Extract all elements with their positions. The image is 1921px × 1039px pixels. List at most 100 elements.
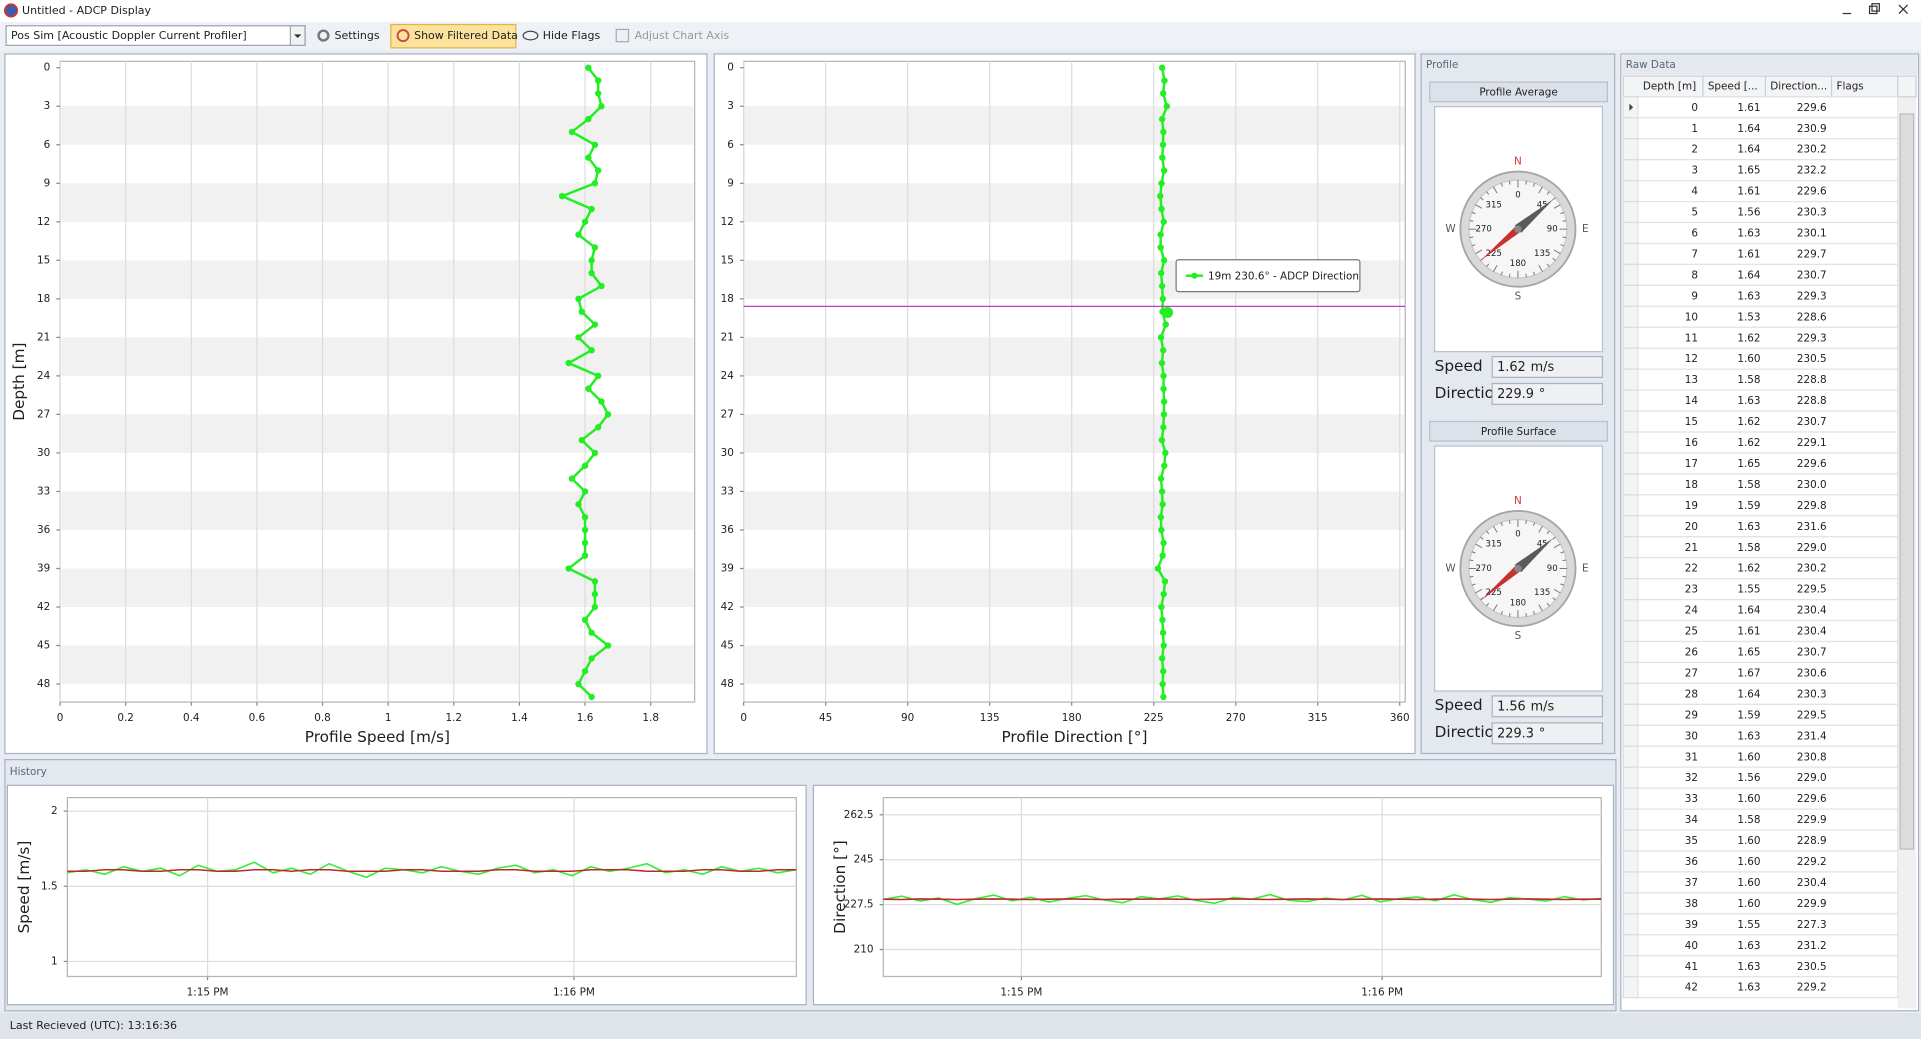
grid-band: [744, 645, 1404, 685]
table-cell: 23: [1685, 584, 1698, 596]
table-row[interactable]: 33 1.60 229.6: [1622, 787, 1899, 810]
grid-band: [744, 414, 1404, 453]
data-point: [568, 475, 576, 482]
table-cell: 229.9: [1797, 814, 1827, 826]
x-tick-label: 90: [901, 712, 914, 724]
data-point: [598, 398, 605, 405]
compass-cardinal: S: [1515, 291, 1522, 303]
table-row[interactable]: 21 1.58 229.0: [1622, 536, 1899, 559]
data-point: [1158, 269, 1165, 277]
table-row[interactable]: 15 1.62 230.7: [1622, 410, 1899, 433]
table-row[interactable]: 24 1.64 230.4: [1622, 599, 1899, 622]
table-row[interactable]: 6 1.63 230.1: [1622, 221, 1899, 245]
adjust-axis-button[interactable]: Adjust Chart Axis: [635, 29, 730, 42]
table-row[interactable]: 1 1.64 230.9: [1622, 117, 1899, 140]
table-row[interactable]: 42 1.63 229.2: [1622, 976, 1899, 999]
row-indicator: [1622, 347, 1639, 370]
compass-tick: [1538, 186, 1543, 194]
table-row[interactable]: 36 1.60 229.2: [1622, 850, 1899, 873]
row-indicator: [1622, 515, 1639, 538]
data-point: [1159, 154, 1166, 161]
y-tick-label: 27: [721, 408, 734, 420]
table-cell: 229.5: [1797, 584, 1827, 596]
table-cell: 20: [1685, 521, 1698, 533]
data-point: [585, 154, 592, 161]
table-row[interactable]: 9 1.63 229.3: [1622, 284, 1899, 307]
table-row[interactable]: 13 1.58 228.8: [1622, 368, 1899, 391]
filtered-button-bg[interactable]: [390, 23, 517, 49]
table-row[interactable]: 34 1.58 229.9: [1622, 808, 1899, 831]
table-row[interactable]: 5 1.56 230.3: [1622, 200, 1899, 224]
table-row[interactable]: 22 1.62 230.2: [1622, 557, 1899, 580]
table-row[interactable]: 29 1.59 229.5: [1622, 703, 1899, 726]
data-point: [1157, 192, 1164, 200]
app-icon: [3, 3, 19, 18]
widget-header: [1429, 420, 1608, 442]
table-row[interactable]: 39 1.55 227.3: [1622, 913, 1899, 936]
flags-icon: [522, 30, 539, 41]
y-tick-label: 12: [37, 216, 50, 228]
compass-degree: 315: [1486, 200, 1502, 210]
table-cell: 1.67: [1737, 667, 1760, 679]
table-row[interactable]: 19 1.59 229.8: [1622, 494, 1899, 517]
table-row[interactable]: 3 1.65 232.2: [1622, 159, 1899, 182]
table-cell: 1.58: [1737, 814, 1760, 826]
data-point: [588, 347, 595, 354]
table-row[interactable]: 23 1.55 229.5: [1622, 578, 1899, 601]
data-point: [1160, 590, 1167, 598]
table-row[interactable]: 40 1.63 231.2: [1622, 934, 1899, 957]
table-row[interactable]: 7 1.61 229.7: [1622, 242, 1899, 266]
compass-degree: 90: [1547, 564, 1558, 574]
table-cell: 35: [1685, 835, 1698, 847]
y-tick-label: 3: [727, 100, 734, 112]
hide-flags-button[interactable]: Hide Flags: [543, 29, 601, 42]
row-bg: [1637, 955, 1899, 978]
table-cell: 1: [1691, 123, 1698, 135]
x-tick-label: 0: [740, 712, 747, 724]
x-tick-label: 1.4: [511, 712, 528, 724]
row-bg: [1637, 871, 1899, 894]
table-row[interactable]: 28 1.64 230.3: [1622, 682, 1899, 705]
table-row[interactable]: 14 1.63 228.8: [1622, 389, 1899, 412]
row-indicator: [1622, 745, 1639, 768]
compass-tick: [1552, 536, 1556, 540]
table-row[interactable]: 27 1.67 230.6: [1622, 661, 1899, 685]
table-row[interactable]: 35 1.60 228.9: [1622, 829, 1899, 852]
table-cell: 1.61: [1737, 186, 1760, 198]
compass-tick: [1493, 264, 1498, 272]
data-point: [1161, 462, 1168, 469]
window-controls[interactable]: [1842, 3, 1908, 15]
data-point: [581, 513, 589, 521]
settings-button[interactable]: Settings: [334, 29, 379, 42]
table-row[interactable]: 8 1.64 230.7: [1622, 263, 1899, 286]
table-row[interactable]: 18 1.58 230.0: [1622, 473, 1899, 496]
table-row[interactable]: 38 1.60 229.9: [1622, 892, 1899, 915]
table-cell: 1.61: [1737, 626, 1760, 638]
filtered-button[interactable]: Show Filtered Data: [414, 29, 518, 42]
table-row[interactable]: 2 1.64 230.2: [1622, 138, 1899, 161]
table-row[interactable]: 11 1.62 229.3: [1622, 326, 1899, 349]
table-row[interactable]: 37 1.60 230.4: [1622, 871, 1899, 894]
compass-tick: [1552, 197, 1556, 201]
table-row[interactable]: 17 1.65 229.6: [1622, 452, 1899, 475]
table-row[interactable]: 25 1.61 230.4: [1622, 619, 1899, 643]
row-bg: [1637, 117, 1899, 140]
data-point: [598, 103, 605, 110]
table-row[interactable]: 4 1.61 229.6: [1622, 180, 1899, 203]
table-row[interactable]: 30 1.63 231.4: [1622, 724, 1899, 747]
table-row[interactable]: 41 1.63 230.5: [1622, 955, 1899, 978]
scroll-thumb[interactable]: [1899, 113, 1915, 850]
table-row[interactable]: 12 1.60 230.5: [1622, 347, 1899, 370]
table-cell: 4: [1691, 186, 1698, 198]
table-row[interactable]: 20 1.63 231.6: [1622, 515, 1899, 538]
compass-tick: [1486, 263, 1490, 267]
table-row[interactable]: 16 1.62 229.1: [1622, 431, 1899, 454]
table-row[interactable]: 31 1.60 230.8: [1622, 745, 1899, 768]
table-row[interactable]: 32 1.56 229.0: [1622, 766, 1899, 789]
data-point: [1160, 167, 1168, 174]
table-row[interactable]: 26 1.65 230.7: [1622, 640, 1899, 664]
table-row[interactable]: 10 1.53 228.6: [1622, 305, 1899, 328]
table-row[interactable]: 0 1.61 229.6: [1622, 96, 1899, 119]
readout-number: 1.62: [1497, 359, 1526, 374]
row-indicator: [1622, 808, 1639, 831]
